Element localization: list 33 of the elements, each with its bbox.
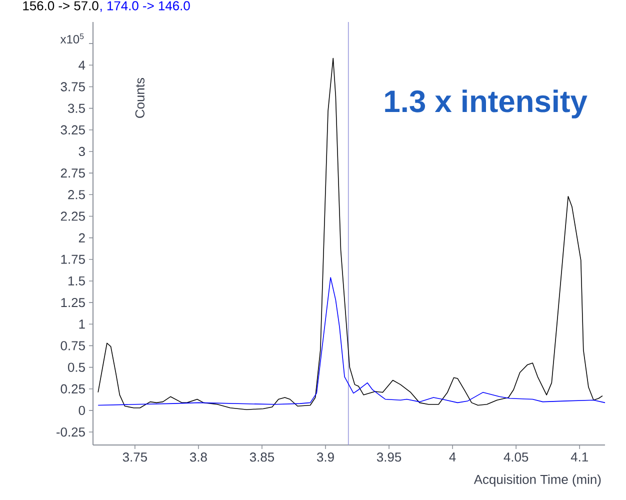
y-tick-label: 2.75 [60,168,85,178]
y-axis-title: Counts [135,78,144,118]
y-tick-label: 2.25 [60,212,85,221]
x-tick-label: 3.75 [122,452,147,462]
line-series [98,58,603,410]
x-tick-label: 4 [449,452,456,462]
y-tick-label: -0.25 [56,427,85,437]
annotation: 1.3 x intensity [385,90,588,118]
x-tick-label: 4.05 [504,452,528,462]
x-tick-label: 4.1 [570,452,588,462]
y-tick-label: 1 [79,320,85,329]
x-tick-label: 3.85 [250,452,274,462]
y-tick-label: 4 [78,60,86,70]
y-tick-label: 0.5 [68,362,85,372]
y-tick-label: 2.5 [68,190,85,200]
y-tick-label: 3.25 [60,125,85,134]
y-tick-label: 0 [78,406,85,416]
y-tick-label: 3.5 [68,104,85,113]
y-tick-label: 3 [78,146,85,156]
y-tick-label: 2 [78,233,85,242]
y-tick-label: 0.75 [60,341,85,350]
x-tick-label: 3.8 [190,452,207,462]
text: x10$^{5}$ [60,34,84,44]
text: 156.0 -> 57.0 [23,1,98,10]
y-tick-label: 3.75 [60,82,85,92]
x-axis-title: Acquisition Time (min) [474,474,601,487]
x-tick-label: 3.95 [376,452,402,462]
text: , 174.0 -> 146.0 [100,1,190,12]
y-tick-label: 1.5 [68,276,85,286]
y-tick-label: 0.25 [60,384,85,394]
y-tick-label: 1.25 [61,298,85,308]
x-tick-label: 3.9 [317,452,334,462]
y-tick-label: 1.75 [61,254,85,264]
